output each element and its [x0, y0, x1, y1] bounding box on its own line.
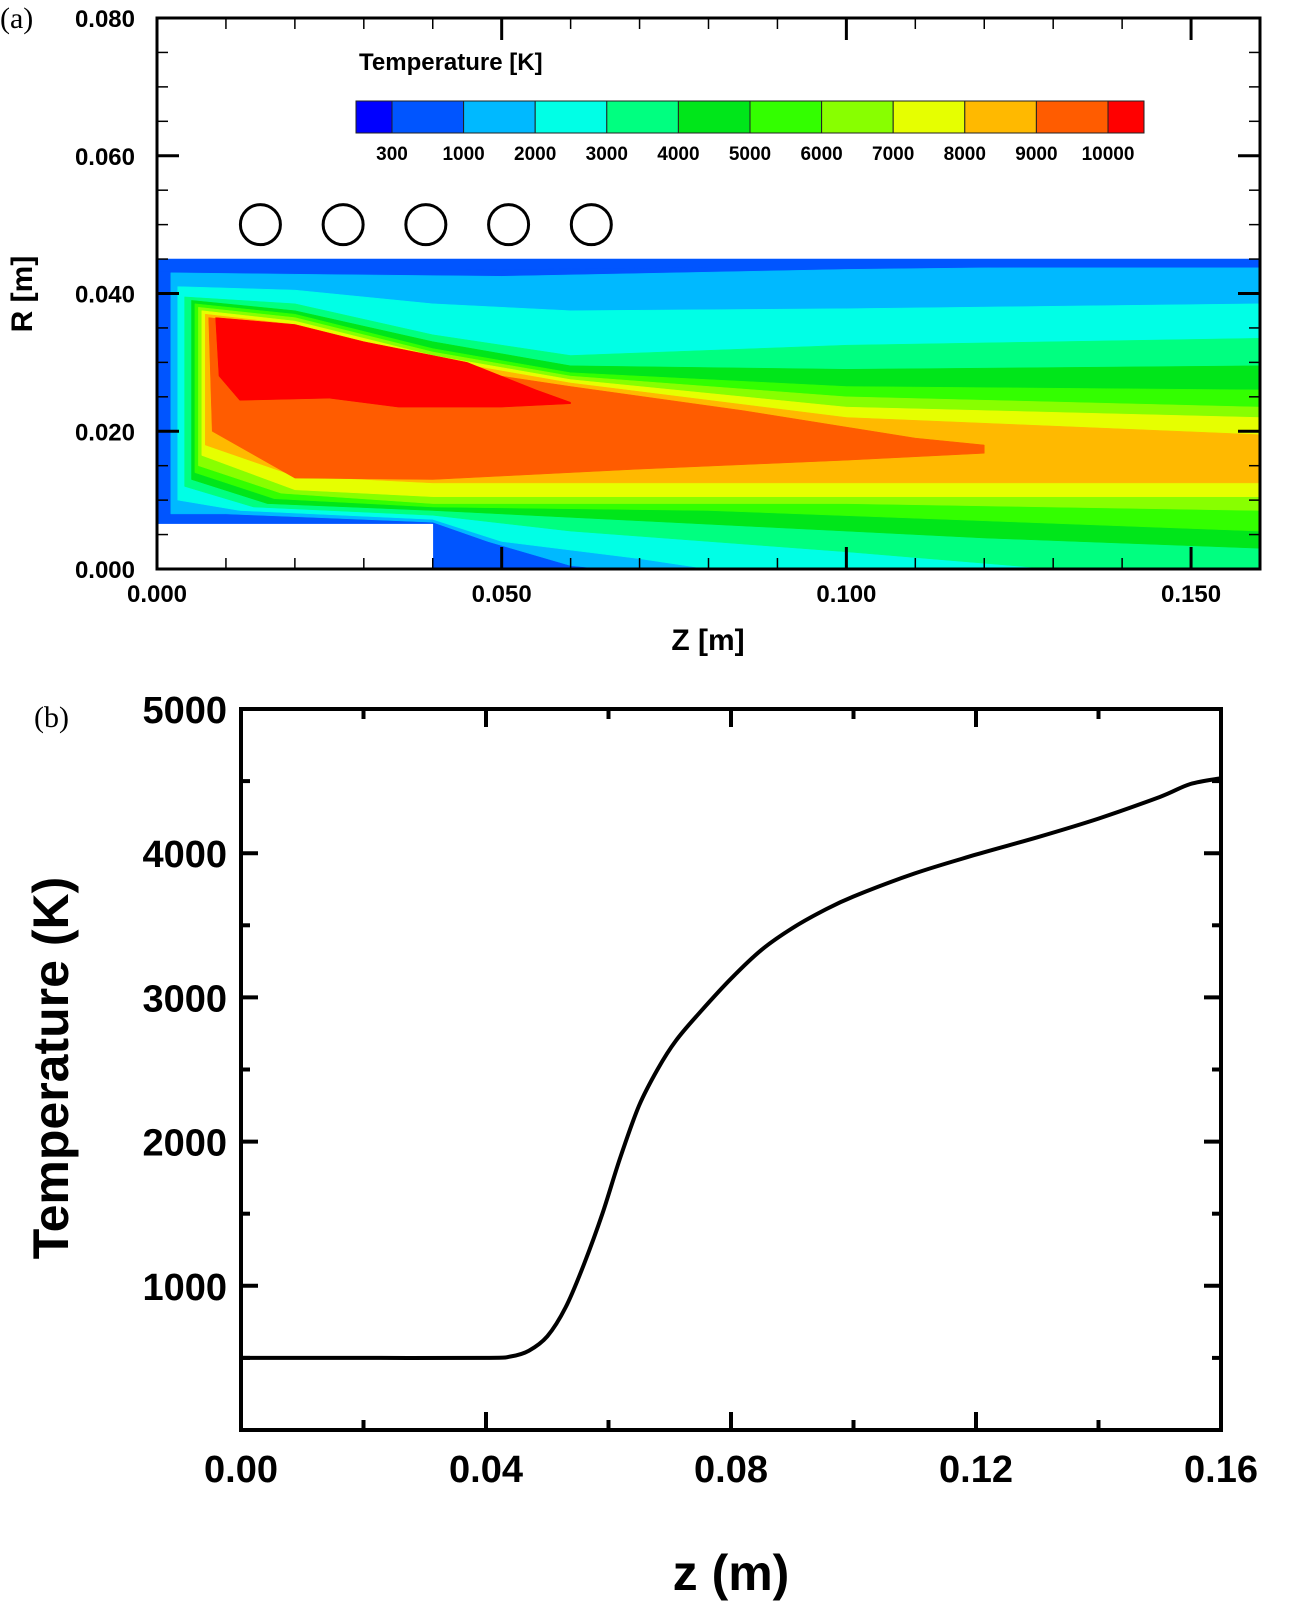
- panel-a-axes: 0.000 0.050 0.100 0.150 0.000 0.020 0.040 0.060…: [75, 6, 1262, 608]
- colorbar-level-label: 6000: [800, 144, 842, 165]
- y-tick-label: 1000: [142, 1267, 227, 1309]
- x-tick-label: 0.16: [1184, 1449, 1258, 1491]
- injector-block: [157, 523, 434, 569]
- colorbar-swatch: [391, 100, 465, 134]
- x-axis-label-a: Z [m]: [671, 624, 744, 657]
- series-line-1: [241, 776, 1222, 1360]
- colorbar-level-label: 3000: [586, 144, 628, 165]
- colorbar-swatch: [606, 100, 679, 134]
- y-tick-label: 0.020: [75, 419, 135, 446]
- colorbar-level-label: 1000: [442, 144, 484, 165]
- y-tick-label: 0.060: [75, 144, 135, 171]
- y-tick-label: 0.000: [75, 557, 135, 584]
- colorbar-swatch: [749, 100, 823, 134]
- coil-3: [404, 203, 448, 247]
- panel-b-series: [241, 776, 1222, 1360]
- x-axis-label-b: z (m): [673, 1545, 790, 1601]
- panel-b-label: (b): [34, 701, 69, 734]
- plot-frame-b: [239, 707, 1223, 1432]
- x-tick-label: 0.04: [449, 1449, 523, 1491]
- panel-b-axes: 0.00 0.04 0.08 0.12 0.16 1000 2000 3000 4000 5000: [142, 690, 1258, 1491]
- colorbar-swatch: [677, 100, 751, 134]
- colorbar-legend: Temperature [K] 300 1000 2000 3000 4000 5000 6…: [355, 49, 1145, 165]
- y-tick-label: 5000: [142, 690, 227, 732]
- temperature-contour: [157, 258, 1260, 569]
- panel-b: (b) 0.00 0.04 0.08 0.12 0.16 1000 2000 3000 4000…: [23, 690, 1258, 1601]
- colorbar-swatch: [1107, 100, 1145, 134]
- colorbar-level-label: 5000: [729, 144, 771, 165]
- colorbar-swatch: [1035, 100, 1109, 134]
- colorbar-level-label: 4000: [657, 144, 699, 165]
- coil-2: [321, 203, 365, 247]
- colorbar-swatch: [964, 100, 1037, 134]
- x-tick-label: 0.000: [127, 581, 187, 608]
- panel-a: (a) 0.000 0.050 0.100 0.1500.0000.0200.0400…: [0, 2, 1262, 657]
- wall-strip: [157, 258, 1260, 272]
- y-tick-label: 4000: [142, 834, 227, 876]
- x-tick-label: 0.08: [694, 1449, 768, 1491]
- colorbar-level-label: 300: [376, 144, 408, 165]
- coil-4: [487, 203, 531, 247]
- colorbar-level-label: 9000: [1015, 144, 1057, 165]
- induction-coils: [238, 203, 613, 247]
- x-tick-label: 0.050: [472, 581, 532, 608]
- panel-a-label: (a): [0, 2, 33, 35]
- x-tick-label: 0.00: [204, 1449, 278, 1491]
- y-tick-label: 2000: [142, 1123, 227, 1165]
- x-tick-label: 0.100: [816, 581, 876, 608]
- y-axis-label-a: R [m]: [6, 256, 39, 333]
- contour-band-max: [215, 317, 571, 408]
- colorbar-level-label: 8000: [944, 144, 986, 165]
- colorbar-swatch: [463, 100, 536, 134]
- colorbar-title: Temperature [K]: [359, 49, 543, 76]
- x-tick-label: 0.150: [1161, 581, 1221, 608]
- colorbar-swatch: [821, 100, 894, 134]
- colorbar-swatch: [534, 100, 608, 134]
- colorbar-swatch: [355, 100, 393, 134]
- coil-1: [238, 203, 282, 247]
- y-tick-label: 0.080: [75, 6, 135, 33]
- y-axis-label-b: Temperature (K): [23, 877, 79, 1259]
- y-tick-label: 3000: [142, 978, 227, 1020]
- coil-5: [569, 203, 613, 247]
- colorbar-level-label: 10000: [1082, 144, 1135, 165]
- colorbar-level-label: 7000: [872, 144, 914, 165]
- colorbar-swatch: [892, 100, 966, 134]
- colorbar-level-label: 2000: [514, 144, 556, 165]
- x-tick-label: 0.12: [939, 1449, 1013, 1491]
- y-tick-label: 0.040: [75, 282, 135, 309]
